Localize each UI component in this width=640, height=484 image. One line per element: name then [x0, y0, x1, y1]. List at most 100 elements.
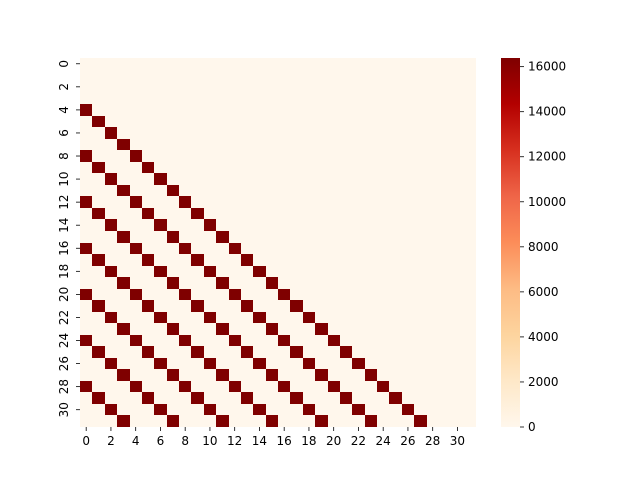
heatmap-cell-r28-c25 — [389, 381, 402, 392]
heatmap-cell-r7-c22 — [352, 139, 365, 150]
heatmap-cell-r5-c30 — [451, 116, 464, 127]
heatmap-cell-r27-c18 — [303, 369, 315, 381]
heatmap-cell-r2-c4 — [130, 81, 142, 93]
y-tick-label: 22 — [57, 310, 71, 325]
heatmap-cell-r17-c0 — [80, 254, 92, 266]
heatmap-cell-r18-c26 — [402, 266, 414, 277]
heatmap-cell-r20-c16 — [278, 289, 290, 300]
heatmap-cell-r30-c18 — [303, 404, 315, 415]
heatmap-cell-r31-c25 — [389, 415, 402, 427]
heatmap-cell-r5-c4 — [130, 116, 142, 127]
heatmap-cell-r15-c3 — [117, 231, 130, 243]
heatmap-cell-r19-c13 — [241, 277, 253, 289]
heatmap-cell-r14-c30 — [451, 219, 464, 231]
heatmap-cell-r5-c24 — [377, 116, 389, 127]
heatmap-cell-r14-c16 — [278, 219, 290, 231]
heatmap-cell-r28-c23 — [365, 381, 377, 392]
heatmap-cell-r12-c6 — [154, 196, 167, 208]
heatmap-cell-r25-c7 — [167, 346, 179, 358]
heatmap-cell-r10-c14 — [253, 173, 266, 185]
heatmap-cell-r3-c16 — [278, 93, 290, 104]
heatmap-cell-r14-c17 — [290, 219, 303, 231]
heatmap-cell-r5-c23 — [365, 116, 377, 127]
heatmap-cell-r14-c28 — [427, 219, 439, 231]
heatmap-cell-r27-c1 — [92, 369, 105, 381]
heatmap-cell-r23-c20 — [328, 323, 340, 335]
x-tick-label: 20 — [326, 434, 341, 448]
heatmap-cell-r17-c24 — [377, 254, 389, 266]
heatmap-cell-r22-c23 — [365, 312, 377, 323]
heatmap-cell-r8-c12 — [229, 150, 241, 162]
heatmap-cell-r25-c20 — [328, 346, 340, 358]
heatmap-cell-r5-c18 — [303, 116, 315, 127]
heatmap-cell-r29-c0 — [80, 392, 92, 404]
x-tick-label: 16 — [277, 434, 292, 448]
heatmap-cell-r12-c25 — [389, 196, 402, 208]
y-tick-label: 24 — [57, 333, 71, 348]
heatmap-cell-r25-c18 — [303, 346, 315, 358]
heatmap-cell-r4-c14 — [253, 104, 266, 116]
heatmap-cell-r0-c8 — [179, 58, 191, 70]
y-tick-label: 6 — [57, 129, 71, 137]
heatmap-cell-r26-c31 — [464, 358, 476, 369]
heatmap-cell-r28-c15 — [266, 381, 278, 392]
heatmap-cell-r7-c8 — [179, 139, 191, 150]
heatmap-cell-r21-c15 — [266, 300, 278, 312]
heatmap-cell-r8-c20 — [328, 150, 340, 162]
colorbar-gradient — [501, 58, 520, 427]
heatmap-cell-r11-c21 — [340, 185, 352, 196]
heatmap-cell-r30-c11 — [216, 404, 229, 415]
heatmap-cell-r7-c18 — [303, 139, 315, 150]
heatmap-cell-r16-c27 — [414, 243, 427, 254]
heatmap-cell-r16-c14 — [253, 243, 266, 254]
heatmap-cell-r6-c27 — [414, 127, 427, 139]
heatmap-cell-r7-c3 — [117, 139, 130, 150]
heatmap-cell-r20-c12 — [229, 289, 241, 300]
heatmap-cell-r19-c23 — [365, 277, 377, 289]
heatmap-cell-r19-c4 — [130, 277, 142, 289]
heatmap-cell-r31-c8 — [179, 415, 191, 427]
heatmap-cell-r2-c24 — [377, 81, 389, 93]
heatmap-cell-r1-c1 — [92, 70, 105, 81]
heatmap-cell-r4-c19 — [315, 104, 328, 116]
heatmap-cell-r8-c28 — [427, 150, 439, 162]
heatmap-cell-r0-c3 — [117, 58, 130, 70]
heatmap-cell-r13-c18 — [303, 208, 315, 219]
x-tick-label: 14 — [252, 434, 267, 448]
heatmap-cell-r27-c14 — [253, 369, 266, 381]
heatmap-cell-r21-c26 — [402, 300, 414, 312]
heatmap-cell-r15-c29 — [439, 231, 451, 243]
heatmap-cell-r8-c7 — [167, 150, 179, 162]
heatmap-cell-r15-c15 — [266, 231, 278, 243]
heatmap-cell-r21-c4 — [130, 300, 142, 312]
heatmap-cell-r9-c25 — [389, 162, 402, 173]
heatmap-cell-r17-c21 — [340, 254, 352, 266]
heatmap-cell-r4-c12 — [229, 104, 241, 116]
heatmap-cell-r10-c26 — [402, 173, 414, 185]
heatmap-cell-r31-c18 — [303, 415, 315, 427]
heatmap-cell-r24-c23 — [365, 335, 377, 346]
heatmap-cell-r21-c23 — [365, 300, 377, 312]
x-tick-label: 28 — [425, 434, 440, 448]
heatmap-cell-r6-c17 — [290, 127, 303, 139]
heatmap-cell-r0-c16 — [278, 58, 290, 70]
heatmap-cell-r5-c3 — [117, 116, 130, 127]
heatmap-cell-r23-c30 — [451, 323, 464, 335]
heatmap-cell-r22-c14 — [253, 312, 266, 323]
heatmap-cell-r1-c22 — [352, 70, 365, 81]
heatmap-cell-r11-c29 — [439, 185, 451, 196]
heatmap-cell-r11-c9 — [191, 185, 204, 196]
heatmap-cell-r12-c26 — [402, 196, 414, 208]
heatmap-cell-r26-c4 — [130, 358, 142, 369]
heatmap-cell-r2-c19 — [315, 81, 328, 93]
heatmap-cell-r28-c1 — [92, 381, 105, 392]
heatmap-cell-r23-c13 — [241, 323, 253, 335]
heatmap-cell-r25-c3 — [117, 346, 130, 358]
heatmap-cell-r30-c24 — [377, 404, 389, 415]
heatmap-cell-r31-c2 — [105, 415, 117, 427]
heatmap-cell-r0-c25 — [389, 58, 402, 70]
heatmap-cell-r27-c17 — [290, 369, 303, 381]
heatmap-cell-r26-c27 — [414, 358, 427, 369]
heatmap-cell-r21-c29 — [439, 300, 451, 312]
heatmap-cell-r0-c29 — [439, 58, 451, 70]
